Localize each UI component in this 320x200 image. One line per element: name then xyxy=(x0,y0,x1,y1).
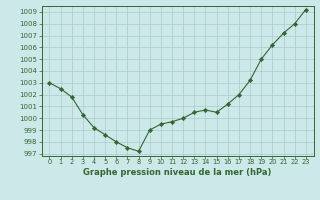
X-axis label: Graphe pression niveau de la mer (hPa): Graphe pression niveau de la mer (hPa) xyxy=(84,168,272,177)
